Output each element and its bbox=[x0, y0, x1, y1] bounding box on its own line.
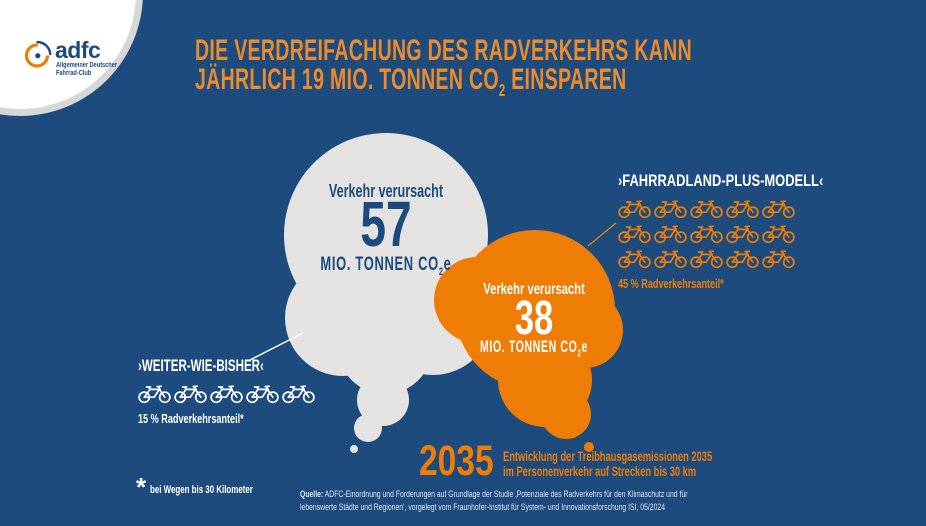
bubble-before-label: Verkehr verursacht bbox=[328, 181, 444, 201]
bike-row bbox=[138, 382, 323, 404]
bubble-after-value: 38 bbox=[514, 292, 554, 345]
bike-row bbox=[618, 222, 888, 244]
logo-circle-background bbox=[0, 0, 136, 109]
bubble-after-unit: MIO. TONNEN CO2e bbox=[479, 337, 588, 360]
bike-pictograph-right bbox=[618, 197, 888, 269]
bike-row bbox=[618, 247, 888, 269]
footnote-asterisk: * bbox=[136, 472, 147, 502]
adfc-logo-subtitle-line2: Fahrrad-Club bbox=[56, 69, 92, 77]
bicycle-icon bbox=[138, 385, 171, 404]
scenario-left-title: ›WEITER-WIE-BISHER‹ bbox=[138, 356, 264, 375]
bicycle-icon bbox=[726, 225, 759, 244]
scenario-weiter-wie-bisher: ›WEITER-WIE-BISHER‹ 15 % Radverkehrsante… bbox=[138, 357, 323, 426]
bubble-before-value: 57 bbox=[360, 188, 412, 260]
bicycle-icon bbox=[618, 250, 651, 269]
bike-row bbox=[618, 197, 888, 219]
connector-line-right bbox=[587, 222, 617, 247]
bicycle-icon bbox=[618, 200, 651, 219]
footnote-text: bei Wegen bis 30 Kilometer bbox=[150, 484, 253, 496]
year-callout: 2035 bbox=[419, 437, 494, 485]
source-line2: lebenswerte Städte und Regionen‘, vorgel… bbox=[300, 501, 666, 513]
bicycle-icon bbox=[654, 200, 687, 219]
connector-line-left bbox=[247, 332, 304, 362]
scenario-left-share: 15 % Radverkehrsanteil* bbox=[138, 411, 244, 426]
adfc-wordmark: adfc bbox=[55, 37, 101, 63]
bicycle-icon bbox=[654, 225, 687, 244]
adfc-logo-subtitle-line1: Allgemeiner Deutscher bbox=[56, 62, 117, 69]
bicycle-icon bbox=[726, 250, 759, 269]
bicycle-icon bbox=[618, 225, 651, 244]
bicycle-icon bbox=[762, 225, 795, 244]
bicycle-icon bbox=[246, 385, 279, 404]
bicycle-icon bbox=[762, 200, 795, 219]
bubble-after-label: Verkehr verursacht bbox=[483, 281, 585, 298]
page-title-line2: JÄHRLICH 19 MIO. TONNEN CO2 EINSPAREN bbox=[195, 63, 627, 101]
bicycle-icon bbox=[690, 225, 723, 244]
page-title: DIE VERDREIFACHUNG DES RADVERKEHRS KANN … bbox=[195, 34, 692, 105]
bubble-before-unit: MIO. TONNEN CO2e bbox=[320, 254, 452, 278]
bicycle-icon bbox=[174, 385, 207, 404]
bicycle-icon bbox=[762, 250, 795, 269]
scenario-right-title: ›FAHRRADLAND-PLUS-MODELL‹ bbox=[618, 171, 824, 190]
bicycle-icon bbox=[654, 250, 687, 269]
thought-bubble-after bbox=[434, 230, 623, 452]
year-caption-line1: Entwicklung der Treibhausgasemissionen 2… bbox=[503, 449, 713, 464]
year-caption: Entwicklung der Treibhausgasemissionen 2… bbox=[503, 449, 713, 479]
adfc-logo-icon bbox=[24, 41, 52, 68]
scenario-fahrradland-plus-modell: ›FAHRRADLAND-PLUS-MODELL‹ 45 % Radverkeh… bbox=[618, 172, 888, 291]
bicycle-icon bbox=[690, 200, 723, 219]
bicycle-icon bbox=[690, 250, 723, 269]
bicycle-icon bbox=[210, 385, 243, 404]
bicycle-icon bbox=[282, 385, 315, 404]
year-caption-line2: im Personenverkehr auf Strecken bis 30 k… bbox=[503, 463, 697, 479]
adfc-logo-subtitle: Allgemeiner Deutscher Fahrrad-Club bbox=[56, 62, 117, 77]
scenario-right-share: 45 % Radverkehrsanteil* bbox=[618, 276, 724, 291]
source-attribution: Quelle: ADFC-Einordnung und Forderungen … bbox=[300, 489, 732, 514]
bicycle-icon bbox=[726, 200, 759, 219]
source-line1: Quelle: ADFC-Einordnung und Forderungen … bbox=[300, 489, 688, 500]
page-title-line1: DIE VERDREIFACHUNG DES RADVERKEHRS KANN bbox=[195, 34, 692, 67]
bike-pictograph-left bbox=[138, 382, 323, 404]
